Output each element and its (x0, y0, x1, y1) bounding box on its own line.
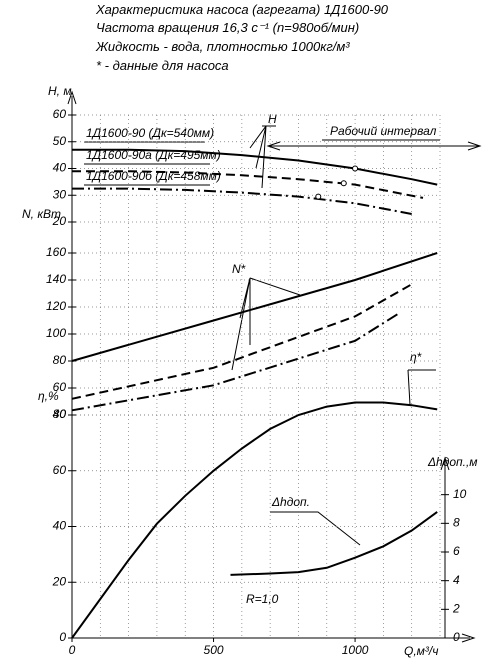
leader (407, 369, 436, 406)
series-line (72, 187, 412, 215)
y-tick-label: 120 (46, 299, 66, 313)
y-tick-label: 2 (452, 602, 460, 616)
interval-arrows (266, 141, 482, 151)
y-tick-label: 0 (453, 630, 460, 644)
series-line (71, 311, 401, 412)
y-tick-label: 40 (53, 161, 67, 175)
series-line (72, 170, 424, 199)
marker (352, 165, 359, 172)
axis-arrow (440, 456, 450, 471)
y-tick-label: 60 (53, 380, 67, 394)
y-tick-label: 8 (453, 516, 460, 530)
y-tick-label: 40 (53, 519, 67, 533)
y-tick-label: 6 (453, 544, 460, 558)
leader (270, 511, 361, 546)
title-line: Характеристика насоса (агрегата) 1Д1600-… (95, 2, 389, 17)
x-axis-label: Q,м³/ч (404, 644, 438, 658)
title-line: Жидкость - вода, плотностью 1000кг/м³ (95, 39, 350, 54)
x-tick-label: 500 (204, 643, 224, 657)
leader (231, 277, 301, 371)
x-tick-label: 0 (69, 643, 76, 657)
marker (315, 193, 322, 200)
y-tick-label: 80 (53, 407, 67, 421)
y-tick-label: 0 (59, 630, 66, 644)
axis-label: Δhдоп.,м (427, 455, 478, 469)
y-tick-label: 4 (453, 573, 460, 587)
series-line (71, 281, 415, 400)
series-line (72, 148, 438, 186)
y-tick-label: 80 (53, 353, 67, 367)
y-tick-label: 10 (453, 487, 467, 501)
series-line (71, 401, 438, 639)
y-tick-label: 20 (52, 574, 67, 588)
y-tick-label: 20 (52, 214, 67, 228)
axis-arrow (461, 633, 476, 643)
title-line: * - данные для насоса (96, 58, 229, 73)
y-tick-label: 30 (53, 187, 67, 201)
annotation: H (268, 112, 277, 126)
title-line: Частота вращения 16,3 с⁻¹ (n=980об/мин) (96, 20, 359, 35)
y-tick-label: 40 (53, 407, 67, 421)
y-tick-label: 50 (53, 134, 67, 148)
annotation: N* (232, 262, 246, 276)
axis-label: η,% (38, 389, 59, 403)
axis-arrow (67, 90, 77, 105)
leader (249, 125, 276, 189)
series-line (71, 252, 438, 362)
series-line (230, 511, 438, 576)
y-tick-label: 60 (53, 463, 67, 477)
y-tick-label: 100 (46, 326, 66, 340)
x-tick-label: 1000 (342, 643, 369, 657)
marker (340, 180, 347, 187)
annotation: η* (410, 350, 422, 364)
axis-label: H, м (48, 84, 72, 98)
y-tick-label: 160 (46, 245, 66, 259)
series-label: 1Д1600-90 (Дк=540мм) (86, 126, 214, 140)
y-tick-label: 60 (53, 107, 67, 121)
annotation: Δhдоп. (271, 495, 310, 509)
axis-label: N, кВт (22, 207, 61, 221)
y-tick-label: 140 (46, 272, 66, 286)
annotation: R=1,0 (246, 592, 279, 606)
